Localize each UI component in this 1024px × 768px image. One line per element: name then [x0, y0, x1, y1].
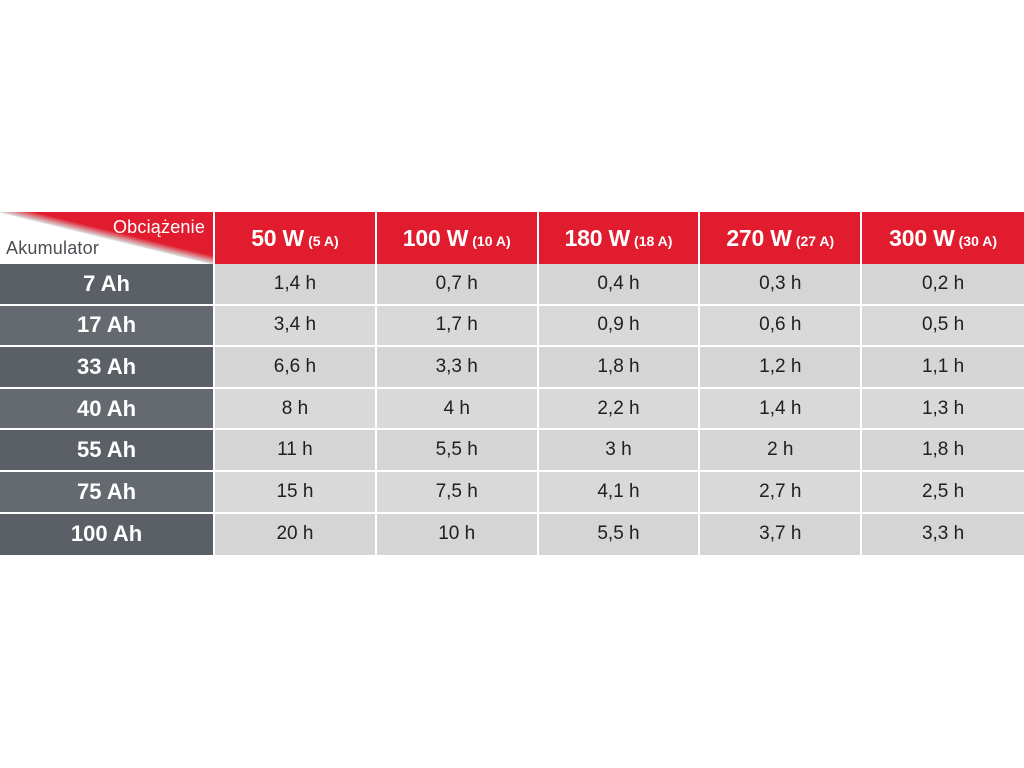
- runtime-cell: 1,4 h: [700, 388, 863, 431]
- runtime-cell: 4 h: [376, 388, 539, 431]
- current-label: (18 A): [634, 232, 673, 249]
- table-row: 17 Ah 3,4 h 1,7 h 0,9 h 0,6 h 0,5 h: [0, 305, 1024, 348]
- battery-row-header: 33 Ah: [0, 347, 216, 389]
- battery-row-header: 55 Ah: [0, 430, 216, 472]
- battery-row-header: 100 Ah: [0, 513, 216, 556]
- runtime-cell: 1,1 h: [862, 347, 1024, 389]
- table-row: 100 Ah 20 h 10 h 5,5 h 3,7 h 3,3 h: [0, 513, 1024, 556]
- runtime-cell: 3,3 h: [862, 513, 1024, 556]
- runtime-cell: 0,6 h: [700, 305, 863, 348]
- current-label: (10 A): [472, 232, 511, 249]
- runtime-cell: 8 h: [215, 388, 377, 431]
- runtime-cell: 0,3 h: [700, 264, 863, 306]
- table-row: 7 Ah 1,4 h 0,7 h 0,4 h 0,3 h 0,2 h: [0, 264, 1024, 306]
- runtime-cell: 3 h: [538, 430, 701, 472]
- power-label: 270 W: [726, 224, 792, 251]
- runtime-cell: 20 h: [215, 513, 377, 556]
- power-label: 100 W: [402, 224, 469, 251]
- runtime-cell: 0,5 h: [862, 305, 1024, 348]
- power-label: 50 W: [251, 224, 305, 251]
- runtime-cell: 4,1 h: [538, 471, 701, 514]
- runtime-table: Obciążenie Akumulator 50 W (5 A) 100 W (10…: [0, 212, 1024, 556]
- runtime-cell: 0,9 h: [538, 305, 701, 348]
- runtime-cell: 1,7 h: [376, 305, 539, 348]
- power-label: 300 W: [889, 224, 955, 251]
- runtime-cell: 5,5 h: [376, 430, 539, 472]
- runtime-cell: 11 h: [215, 430, 377, 472]
- load-column-header: 100 W (10 A): [376, 212, 539, 264]
- battery-row-header: 75 Ah: [0, 471, 216, 514]
- runtime-cell: 1,4 h: [215, 264, 377, 306]
- battery-row-header: 17 Ah: [0, 305, 216, 348]
- runtime-cell: 15 h: [215, 471, 377, 514]
- runtime-cell: 3,4 h: [215, 305, 377, 348]
- header-row: Obciążenie Akumulator 50 W (5 A) 100 W (10…: [0, 212, 1024, 264]
- runtime-cell: 2,7 h: [700, 471, 863, 514]
- table-row: 33 Ah 6,6 h 3,3 h 1,8 h 1,2 h 1,1 h: [0, 347, 1024, 389]
- table-row: 55 Ah 11 h 5,5 h 3 h 2 h 1,8 h: [0, 430, 1024, 472]
- runtime-cell: 0,7 h: [376, 264, 539, 306]
- current-label: (30 A): [958, 232, 998, 249]
- current-label: (5 A): [308, 232, 339, 249]
- runtime-cell: 6,6 h: [215, 347, 377, 389]
- runtime-cell: 1,8 h: [862, 430, 1024, 472]
- runtime-cell: 0,4 h: [538, 264, 701, 306]
- runtime-cell: 1,3 h: [862, 388, 1024, 431]
- load-column-header: 50 W (5 A): [215, 212, 377, 264]
- runtime-cell: 5,5 h: [538, 513, 701, 556]
- runtime-cell: 7,5 h: [376, 471, 539, 514]
- load-column-header: 300 W (30 A): [862, 212, 1024, 264]
- runtime-cell: 2,2 h: [538, 388, 701, 431]
- battery-row-header: 40 Ah: [0, 388, 216, 431]
- load-column-header: 180 W (18 A): [538, 212, 701, 264]
- runtime-cell: 2,5 h: [862, 471, 1024, 514]
- corner-header: Obciążenie Akumulator: [0, 212, 216, 264]
- current-label: (27 A): [795, 232, 835, 249]
- table-body: 7 Ah 1,4 h 0,7 h 0,4 h 0,3 h 0,2 h 17 Ah…: [0, 264, 1024, 556]
- runtime-cell: 0,2 h: [862, 264, 1024, 306]
- battery-row-header: 7 Ah: [0, 264, 216, 306]
- runtime-cell: 10 h: [376, 513, 539, 556]
- battery-axis-label: Akumulator: [6, 238, 100, 258]
- runtime-cell: 3,3 h: [376, 347, 539, 389]
- table-header: Obciążenie Akumulator 50 W (5 A) 100 W (10…: [0, 212, 1024, 264]
- power-label: 180 W: [564, 224, 631, 251]
- runtime-cell: 2 h: [700, 430, 863, 472]
- load-axis-label: Obciążenie: [112, 217, 206, 237]
- runtime-cell: 3,7 h: [700, 513, 863, 556]
- load-column-header: 270 W (27 A): [700, 212, 863, 264]
- table-row: 40 Ah 8 h 4 h 2,2 h 1,4 h 1,3 h: [0, 388, 1024, 431]
- runtime-cell: 1,2 h: [700, 347, 863, 389]
- runtime-cell: 1,8 h: [538, 347, 701, 389]
- table-row: 75 Ah 15 h 7,5 h 4,1 h 2,7 h 2,5 h: [0, 471, 1024, 514]
